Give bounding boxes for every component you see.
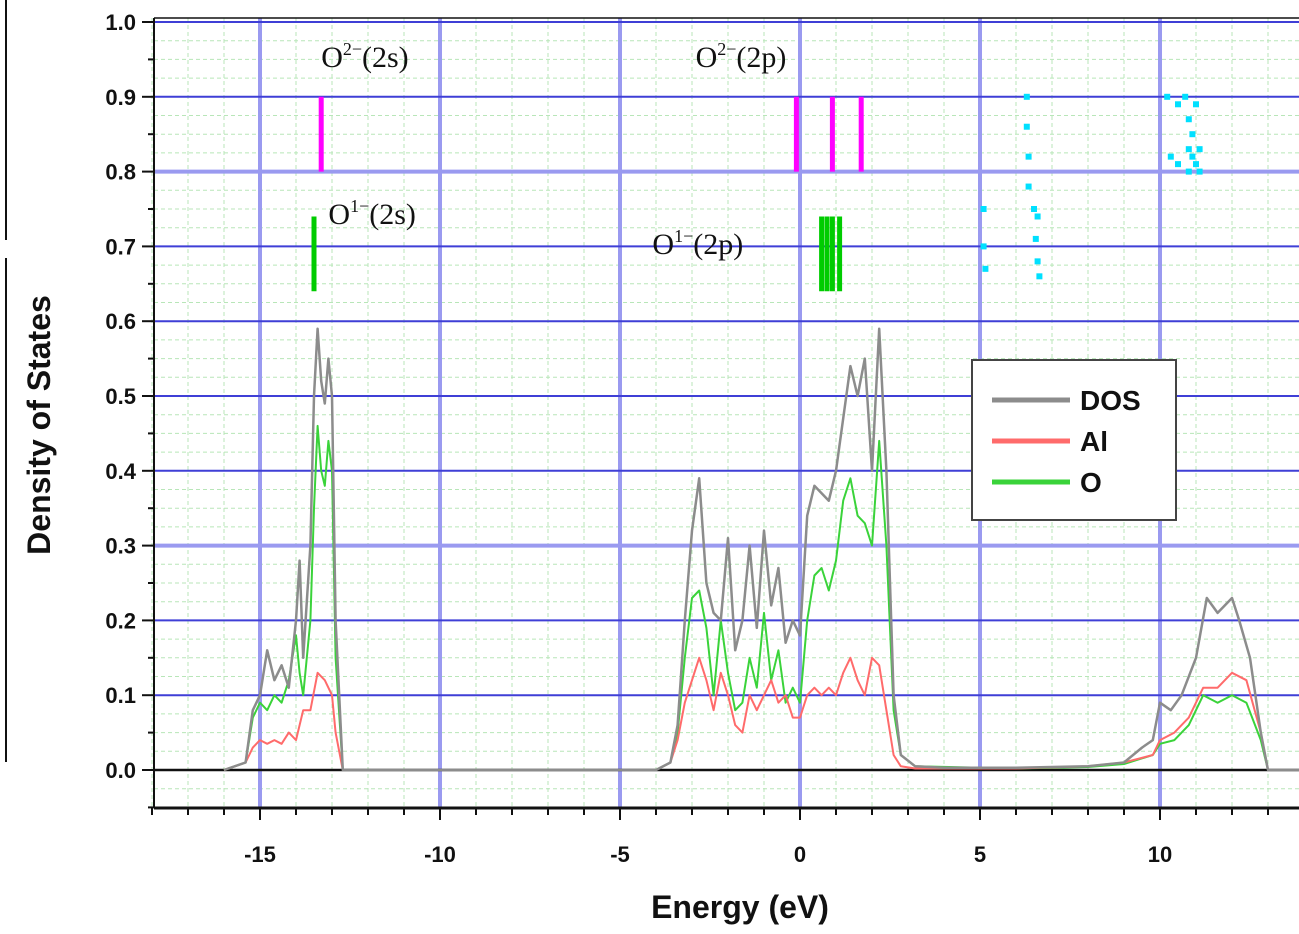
x-tick-labels: -15 -10 -5 0 5 10 — [244, 842, 1172, 867]
legend-label-o: O — [1080, 467, 1102, 498]
y-tick-label: 0.3 — [105, 534, 136, 559]
y-tick-label: 0.4 — [105, 459, 136, 484]
level-marker-cyan-dot — [1185, 146, 1192, 153]
level-marker-cyan-dot — [1182, 93, 1189, 100]
annotations: O2−(2s) O2−(2p) O1−(2s) O1−(2p) — [321, 39, 786, 261]
level-marker-cyan-dot — [1025, 183, 1032, 190]
level-marker-cyan-dot — [1164, 93, 1171, 100]
y-tick-label: 1.0 — [105, 10, 136, 35]
series-line-dos — [223, 327, 1299, 772]
level-marker-cyan-dot — [980, 243, 987, 250]
x-tick-label: -5 — [610, 842, 630, 867]
y-tick-label: 0.0 — [105, 758, 136, 783]
legend-label-al: Al — [1080, 426, 1108, 457]
x-axis-title: Energy (eV) — [651, 889, 829, 925]
level-marker-cyan-dot — [1023, 123, 1030, 130]
x-tick-label: 5 — [974, 842, 986, 867]
level-marker-cyan-dot — [1031, 206, 1037, 212]
x-tick-label: -10 — [424, 842, 456, 867]
y-tick-label: 0.8 — [105, 160, 136, 185]
y-axis-title: Density of States — [21, 295, 57, 555]
level-marker-cyan-dot — [1185, 168, 1192, 175]
level-marker-cyan-dot — [1025, 153, 1032, 160]
level-marker-cyan-dot — [1032, 235, 1039, 242]
level-markers — [311, 93, 1203, 292]
legend-label-dos: DOS — [1080, 385, 1141, 416]
annotation-label: O2−(2s) — [321, 39, 408, 74]
y-tick-label: 0.2 — [105, 608, 136, 633]
legend: DOS Al O — [971, 359, 1177, 521]
level-marker-cyan-dot — [1193, 161, 1199, 168]
level-marker-cyan-dot — [1196, 168, 1203, 175]
x-tick-label: -15 — [244, 842, 276, 867]
y-tick-labels: 0.0 0.1 0.2 0.3 0.4 0.5 0.6 0.7 0.8 0.9 1.0 — [105, 10, 136, 783]
level-marker-cyan-dot — [1034, 213, 1041, 220]
x-tick-label: 10 — [1148, 842, 1172, 867]
level-marker-cyan-dot — [1167, 153, 1174, 160]
level-marker-cyan-dot — [1185, 116, 1192, 123]
y-tick-label: 0.7 — [105, 234, 136, 259]
level-marker-cyan-dot — [980, 206, 987, 212]
annotation-label: O1−(2p) — [652, 226, 743, 261]
level-marker-cyan-dot — [1023, 93, 1030, 100]
annotation-label: O2−(2p) — [696, 39, 787, 74]
level-marker-cyan-dot — [1189, 153, 1196, 160]
y-tick-label: 0.9 — [105, 85, 136, 110]
level-marker-cyan-dot — [982, 265, 989, 272]
y-tick-label: 0.1 — [105, 683, 136, 708]
annotation-label: O1−(2s) — [328, 196, 415, 231]
axes — [142, 17, 1299, 820]
level-marker-cyan-dot — [1175, 161, 1181, 168]
level-marker-cyan-dot — [1034, 258, 1041, 265]
level-marker-cyan-dot — [1175, 101, 1181, 108]
y-tick-label: 0.5 — [105, 384, 136, 409]
level-marker-cyan-dot — [1196, 146, 1203, 153]
level-marker-cyan-dot — [1193, 101, 1199, 108]
level-marker-cyan-dot — [1036, 273, 1043, 280]
series-layer — [223, 327, 1299, 772]
series-line-al — [223, 656, 1299, 771]
x-tick-label: 0 — [794, 842, 806, 867]
y-tick-label: 0.6 — [105, 309, 136, 334]
level-marker-cyan-dot — [1189, 131, 1196, 138]
